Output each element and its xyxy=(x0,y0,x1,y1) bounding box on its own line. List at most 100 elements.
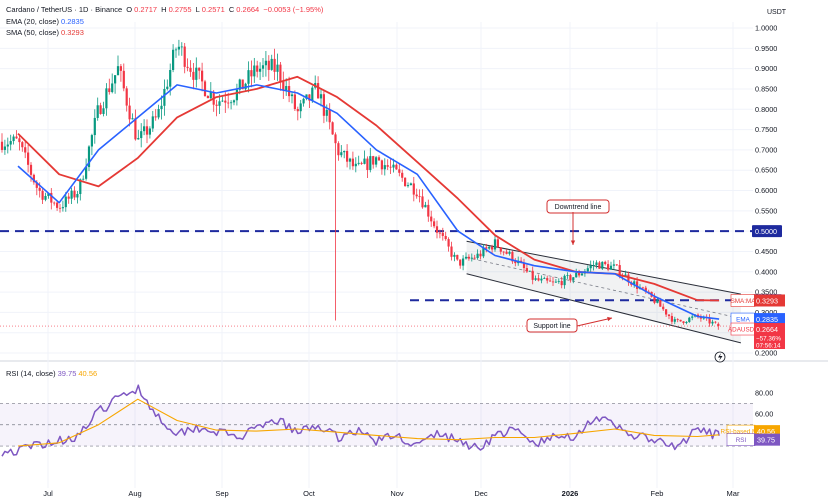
candle-body xyxy=(421,196,424,208)
sma-legend-label: SMA (50, close) xyxy=(6,28,59,37)
candle-body xyxy=(456,254,459,260)
candle-body xyxy=(607,264,610,270)
candle-body xyxy=(389,166,392,168)
candle-body xyxy=(618,265,621,276)
price-tag-countdown: 07:56:14 xyxy=(756,343,781,350)
candle-body xyxy=(711,321,714,324)
rsi-tag-value: 40.56 xyxy=(757,427,775,436)
candle-body xyxy=(322,94,325,116)
candle-body xyxy=(305,94,308,99)
open-label: O xyxy=(126,5,133,14)
y-tick-label: 0.5500 xyxy=(755,206,777,215)
low-value: 0.2571 xyxy=(201,5,225,14)
candle-body xyxy=(267,60,270,70)
candle-body xyxy=(636,281,639,289)
downtrend-annotation-text: Downtrend line xyxy=(555,204,602,211)
y-tick-label: 0.3000 xyxy=(755,308,777,317)
candle-body xyxy=(61,207,64,209)
candle-body xyxy=(296,109,299,112)
candle-body xyxy=(253,65,256,77)
candle-body xyxy=(192,71,195,80)
candle-body xyxy=(511,251,514,262)
candle-body xyxy=(383,165,386,170)
candle-body xyxy=(235,89,238,101)
candle-body xyxy=(708,317,711,324)
candle-body xyxy=(282,81,285,91)
symbol-title: Cardano / TetherUS · 1D · Binance xyxy=(6,5,123,14)
sma-legend[interactable]: SMA (50, close) 0.3293 xyxy=(6,28,86,37)
candle-body xyxy=(514,261,517,264)
flash-icon[interactable] xyxy=(714,351,726,363)
candle-body xyxy=(218,101,221,106)
candle-body xyxy=(276,64,279,72)
candle-body xyxy=(714,321,717,323)
price-tag-change: −57.36% xyxy=(756,336,781,343)
candle-body xyxy=(551,281,555,283)
candle-body xyxy=(27,152,30,165)
candle-body xyxy=(166,86,169,89)
rsi-band-fill xyxy=(0,403,753,447)
close-label: C xyxy=(228,5,235,14)
candle-body xyxy=(44,195,47,200)
candle-body xyxy=(163,88,166,106)
sma-legend-value: 0.3293 xyxy=(60,28,84,37)
ema-legend-value: 0.2835 xyxy=(60,17,84,26)
candle-body xyxy=(154,116,157,118)
ema20-line xyxy=(17,84,720,320)
candle-body xyxy=(35,182,38,188)
candle-body xyxy=(47,192,50,196)
candle-body xyxy=(659,299,662,307)
candle-body xyxy=(493,239,497,250)
candle-body xyxy=(285,86,288,91)
candle-body xyxy=(308,94,311,101)
candle-body xyxy=(438,232,441,234)
rsi-ma-line xyxy=(17,398,720,447)
candle-body xyxy=(302,98,305,104)
candle-body xyxy=(293,94,296,110)
candle-body xyxy=(572,277,575,281)
candle-body xyxy=(93,117,96,136)
candle-body xyxy=(238,79,241,90)
price-tag-value-box xyxy=(754,323,785,350)
candle-body xyxy=(3,146,6,150)
candle-body xyxy=(256,65,259,72)
candle-body xyxy=(111,83,114,93)
resistance-level-label: 0.5000 xyxy=(755,227,777,236)
candle-body xyxy=(688,317,691,322)
price-tag-value: 0.3293 xyxy=(756,296,778,305)
candle-body xyxy=(38,187,41,191)
candle-body xyxy=(151,116,154,129)
candle-body xyxy=(682,321,685,323)
rsi-tag-name: RSI xyxy=(736,437,747,444)
candle-body xyxy=(73,190,76,198)
candle-body xyxy=(346,150,349,162)
candle-body xyxy=(595,262,598,266)
candle-body xyxy=(653,296,656,303)
rsi-legend[interactable]: RSI (14, close) 39.75 40.56 xyxy=(6,369,99,378)
currency-label: USDT xyxy=(767,9,787,16)
ema-legend[interactable]: EMA (20, close) 0.2835 xyxy=(6,17,86,26)
candle-body xyxy=(12,136,15,142)
candle-body xyxy=(375,157,378,165)
rsi-tag-value-box xyxy=(754,433,780,446)
candle-body xyxy=(174,49,178,51)
candle-body xyxy=(180,46,183,48)
candle-body xyxy=(363,158,366,164)
candle-body xyxy=(230,102,233,104)
candle-body xyxy=(499,247,502,252)
candle-body xyxy=(575,272,578,278)
candle-body xyxy=(145,126,149,135)
candle-body xyxy=(369,156,372,170)
candle-body xyxy=(537,278,540,281)
rsi-tag-value: 39.75 xyxy=(757,436,775,445)
y-tick-label: 1.0000 xyxy=(755,24,777,33)
downtrend-annotation-box xyxy=(546,199,610,214)
candle-body xyxy=(580,273,584,276)
candle-body xyxy=(670,316,673,322)
candle-body xyxy=(505,251,508,254)
high-value: 0.2755 xyxy=(168,5,192,14)
candle-body xyxy=(6,144,9,147)
candle-body xyxy=(227,102,230,104)
candle-body xyxy=(508,251,511,254)
